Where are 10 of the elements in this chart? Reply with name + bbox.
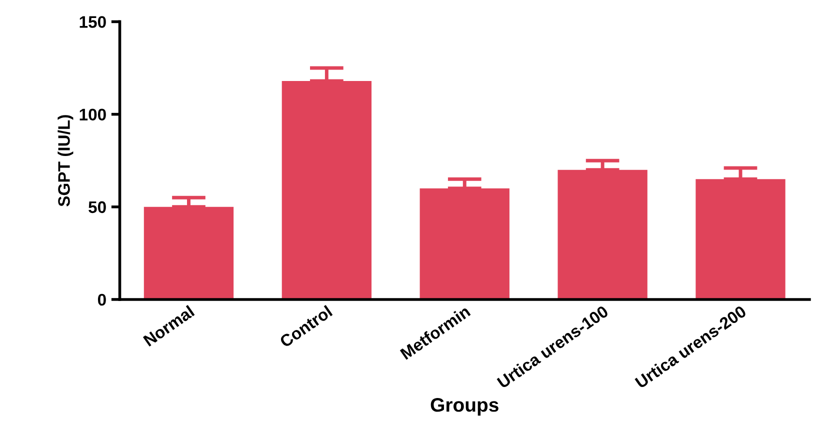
bar [558,170,648,300]
y-axis-title: SGPT (IU/L) [58,115,74,206]
y-tick-label: 0 [98,294,106,306]
bar [420,188,510,300]
y-tick-label: 150 [80,16,106,28]
y-tick-label: 100 [80,108,106,120]
y-tick-label: 50 [88,201,106,214]
x-axis-title: Groups [430,398,498,416]
bar [144,206,234,300]
bar [282,80,372,300]
